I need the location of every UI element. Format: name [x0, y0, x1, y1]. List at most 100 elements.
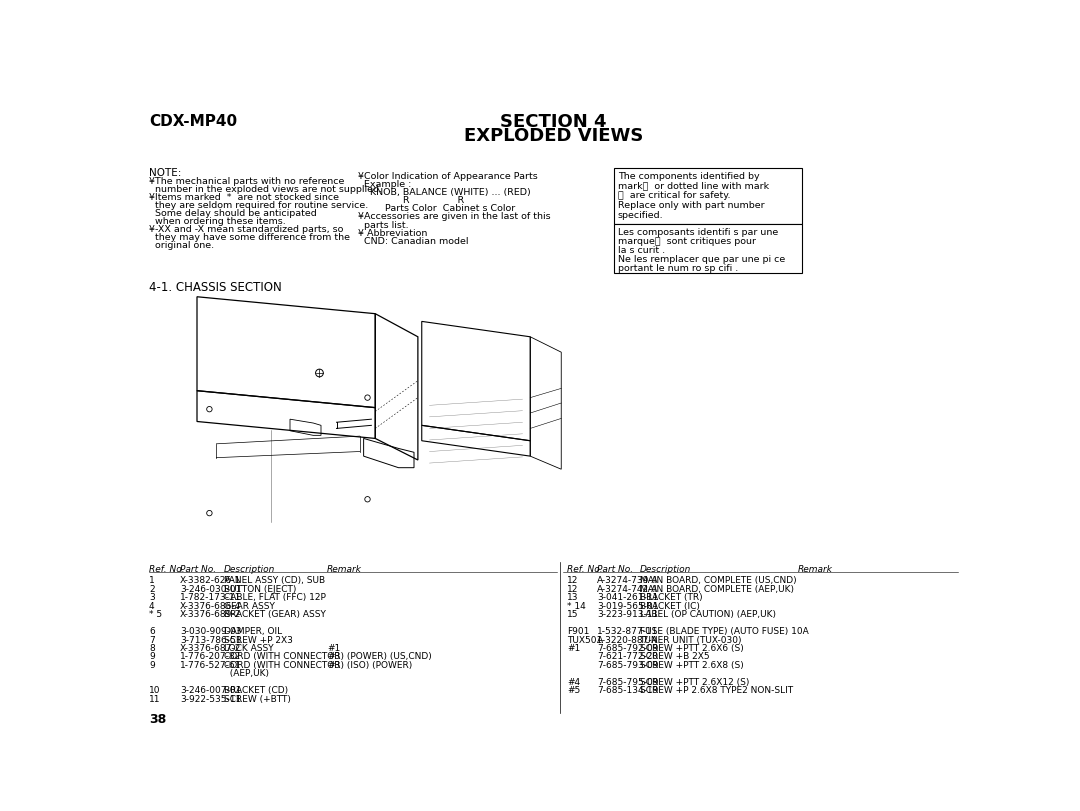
Text: marque⓪  sont critiques pour: marque⓪ sont critiques pour — [618, 237, 756, 246]
Text: A-3220-887-A: A-3220-887-A — [597, 636, 659, 645]
Text: SECTION 4: SECTION 4 — [500, 113, 607, 131]
Text: FUSE (BLADE TYPE) (AUTO FUSE) 10A: FUSE (BLADE TYPE) (AUTO FUSE) 10A — [639, 627, 808, 636]
Text: Ne les remplacer que par une pi ce: Ne les remplacer que par une pi ce — [618, 255, 785, 264]
Text: Example :: Example : — [359, 180, 411, 189]
Text: 8: 8 — [149, 644, 154, 653]
Text: Description: Description — [225, 565, 275, 574]
Text: 10: 10 — [149, 686, 161, 695]
Text: 7-685-795-09: 7-685-795-09 — [597, 678, 659, 687]
Text: EXPLODED VIEWS: EXPLODED VIEWS — [463, 127, 644, 144]
Text: they may have some difference from the: they may have some difference from the — [149, 234, 350, 242]
Text: la s curit .: la s curit . — [618, 246, 665, 255]
Text: 6: 6 — [149, 627, 154, 636]
Text: Ref. No.: Ref. No. — [567, 565, 603, 574]
Text: ¥Accessories are given in the last of this: ¥Accessories are given in the last of th… — [359, 212, 551, 221]
Text: 2: 2 — [149, 585, 154, 594]
Text: 12: 12 — [567, 577, 579, 586]
Text: 9: 9 — [149, 661, 154, 670]
Text: original one.: original one. — [149, 242, 214, 251]
Text: ⓪  are critical for safety.: ⓪ are critical for safety. — [618, 191, 730, 200]
Text: DAMPER, OIL: DAMPER, OIL — [225, 627, 282, 636]
Text: parts list.: parts list. — [359, 221, 409, 230]
Text: Remark: Remark — [798, 565, 833, 574]
Text: * 5: * 5 — [149, 610, 162, 619]
Text: 3: 3 — [149, 593, 154, 603]
Text: CND: Canadian model: CND: Canadian model — [359, 237, 469, 246]
Text: SCREW +PTT 2.6X8 (S): SCREW +PTT 2.6X8 (S) — [639, 661, 743, 670]
Text: CDX-MP40: CDX-MP40 — [149, 114, 238, 129]
Text: Remark: Remark — [327, 565, 362, 574]
Text: 4: 4 — [149, 602, 154, 611]
Text: 1-782-173-11: 1-782-173-11 — [180, 593, 241, 603]
Text: Description: Description — [639, 565, 691, 574]
Text: Replace only with part number: Replace only with part number — [618, 201, 765, 210]
Text: KNOB, BALANCE (WHITE) ... (RED): KNOB, BALANCE (WHITE) ... (RED) — [359, 188, 531, 197]
Text: 3-922-535-11: 3-922-535-11 — [180, 695, 241, 704]
Text: 3-041-261-11: 3-041-261-11 — [597, 593, 658, 603]
Text: 1-776-207-82: 1-776-207-82 — [180, 653, 241, 662]
Text: ¥-XX and -X mean standardized parts, so: ¥-XX and -X mean standardized parts, so — [149, 225, 343, 234]
Text: 12: 12 — [567, 585, 579, 594]
Text: A-3274-742-A: A-3274-742-A — [597, 585, 658, 594]
Text: BRACKET (GEAR) ASSY: BRACKET (GEAR) ASSY — [225, 610, 326, 619]
Text: 7-685-134-19: 7-685-134-19 — [597, 686, 659, 695]
Text: X-3382-626-1: X-3382-626-1 — [180, 577, 241, 586]
Text: SCREW +PTT 2.6X6 (S): SCREW +PTT 2.6X6 (S) — [639, 644, 743, 653]
Text: (AEP,UK): (AEP,UK) — [225, 669, 269, 679]
Text: R                R: R R — [359, 196, 464, 205]
Text: Part No.: Part No. — [597, 565, 633, 574]
Text: 15: 15 — [567, 610, 579, 619]
Text: 9: 9 — [149, 653, 154, 662]
Text: ¥Color Indication of Appearance Parts: ¥Color Indication of Appearance Parts — [359, 172, 538, 181]
Text: 3-223-913-11: 3-223-913-11 — [597, 610, 658, 619]
Text: X-3376-686-4: X-3376-686-4 — [180, 602, 241, 611]
Text: * 14: * 14 — [567, 602, 586, 611]
Text: CABLE, FLAT (FFC) 12P: CABLE, FLAT (FFC) 12P — [225, 593, 326, 603]
Text: LOCK ASSY: LOCK ASSY — [225, 644, 273, 653]
Text: SCREW +B 2X5: SCREW +B 2X5 — [639, 653, 710, 662]
Text: X-3376-687-2: X-3376-687-2 — [180, 644, 241, 653]
Text: they are seldom required for routine service.: they are seldom required for routine ser… — [149, 201, 368, 210]
Text: mark⓪  or dotted line with mark: mark⓪ or dotted line with mark — [618, 182, 769, 191]
Text: GEAR ASSY: GEAR ASSY — [225, 602, 275, 611]
Text: A-3274-739-A: A-3274-739-A — [597, 577, 659, 586]
Text: LABEL (OP CAUTION) (AEP,UK): LABEL (OP CAUTION) (AEP,UK) — [639, 610, 775, 619]
Text: portant le num ro sp cifi .: portant le num ro sp cifi . — [618, 264, 738, 272]
Text: BRACKET (CD): BRACKET (CD) — [225, 686, 288, 695]
Text: 11: 11 — [149, 695, 161, 704]
Bar — [613, 225, 801, 272]
Text: #3: #3 — [327, 661, 340, 670]
Text: ¥ Abbreviation: ¥ Abbreviation — [359, 229, 428, 238]
Text: #3: #3 — [327, 653, 340, 662]
Text: #4: #4 — [567, 678, 581, 687]
Text: TUX501: TUX501 — [567, 636, 603, 645]
Text: PANEL ASSY (CD), SUB: PANEL ASSY (CD), SUB — [225, 577, 325, 586]
Text: when ordering these items.: when ordering these items. — [149, 217, 286, 226]
Text: CORD (WITH CONNECTOR) (POWER) (US,CND): CORD (WITH CONNECTOR) (POWER) (US,CND) — [225, 653, 432, 662]
Text: F901: F901 — [567, 627, 590, 636]
Text: specified.: specified. — [618, 211, 663, 220]
Text: ¥Items marked  *  are not stocked since: ¥Items marked * are not stocked since — [149, 193, 339, 202]
Text: MAIN BOARD, COMPLETE (AEP,UK): MAIN BOARD, COMPLETE (AEP,UK) — [639, 585, 794, 594]
Text: 7-685-792-09: 7-685-792-09 — [597, 644, 659, 653]
Text: Part No.: Part No. — [180, 565, 216, 574]
Text: X-3376-689-2: X-3376-689-2 — [180, 610, 241, 619]
Text: Parts Color  Cabinet s Color: Parts Color Cabinet s Color — [359, 204, 515, 213]
Text: Les composants identifi s par une: Les composants identifi s par une — [618, 228, 778, 238]
Text: 3-246-007-01: 3-246-007-01 — [180, 686, 241, 695]
Text: 7: 7 — [149, 636, 154, 645]
Text: 7-621-772-20: 7-621-772-20 — [597, 653, 658, 662]
Text: SCREW +P 2.6X8 TYPE2 NON-SLIT: SCREW +P 2.6X8 TYPE2 NON-SLIT — [639, 686, 793, 695]
Text: Some delay should be anticipated: Some delay should be anticipated — [149, 209, 316, 218]
Text: #1: #1 — [567, 644, 581, 653]
Text: The components identified by: The components identified by — [618, 172, 759, 181]
Text: 3-019-565-01: 3-019-565-01 — [597, 602, 659, 611]
Text: NOTE:: NOTE: — [149, 168, 181, 178]
Text: 38: 38 — [149, 714, 166, 727]
Text: 7-685-793-09: 7-685-793-09 — [597, 661, 659, 670]
Text: 3-713-786-51: 3-713-786-51 — [180, 636, 242, 645]
Text: ¥The mechanical parts with no reference: ¥The mechanical parts with no reference — [149, 177, 345, 186]
Text: TUNER UNIT (TUX-030): TUNER UNIT (TUX-030) — [639, 636, 742, 645]
Text: SCREW +PTT 2.6X12 (S): SCREW +PTT 2.6X12 (S) — [639, 678, 748, 687]
Bar — [613, 168, 801, 225]
